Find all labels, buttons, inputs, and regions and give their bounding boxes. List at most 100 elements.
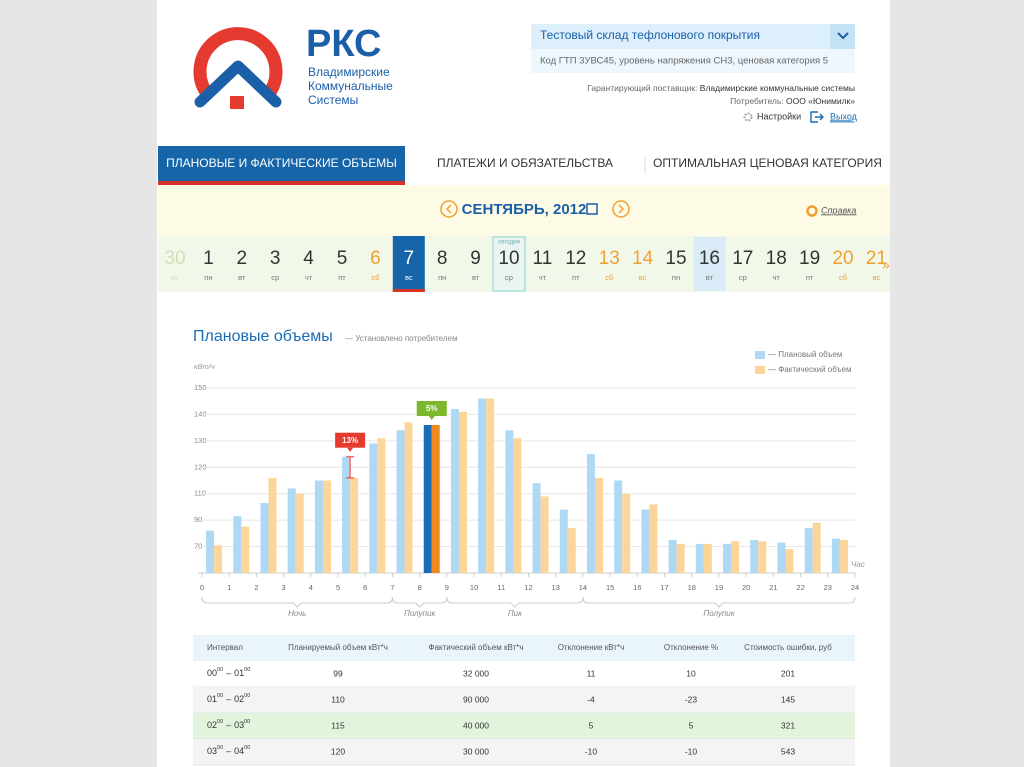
day-number[interactable]: 2 (237, 248, 248, 269)
column-header: Отклонение кВт*ч (558, 643, 625, 652)
tab-underline (158, 181, 405, 185)
interval-minutes: 00 (217, 693, 223, 699)
x-tick-label: 7 (390, 583, 394, 592)
bar (513, 438, 522, 573)
y-axis-label: кВт/ч (194, 362, 215, 371)
bar (369, 443, 378, 573)
x-tick-label: 22 (796, 583, 804, 592)
day-number[interactable]: 4 (303, 248, 314, 269)
bar (314, 480, 323, 573)
day-number[interactable]: 11 (533, 248, 553, 269)
period-bracket (201, 596, 393, 608)
day-selected-bar (392, 289, 425, 292)
day-weekday: вт (472, 273, 480, 282)
day-weekday: пт (806, 273, 814, 282)
day-number[interactable]: 12 (565, 248, 586, 269)
day-number[interactable]: 30 (164, 248, 185, 269)
annotation-label: 13% (342, 436, 358, 445)
table-cell: -23 (685, 694, 698, 704)
day-weekday: пт (572, 273, 580, 282)
y-tick-label: 70 (194, 542, 202, 551)
help-icon (806, 205, 818, 217)
day-today (492, 236, 526, 292)
supplier: Гарантирующий поставщик: Владимирские ко… (587, 83, 855, 93)
day-number[interactable]: 9 (470, 248, 481, 269)
x-tick-label: 4 (309, 583, 313, 592)
x-tick-label: 8 (418, 583, 422, 592)
period-label: Полупик (703, 609, 735, 618)
x-axis-label: Час (851, 560, 865, 569)
table-cell: 543 (781, 746, 795, 756)
settings-icon (743, 112, 753, 122)
y-tick-label: 110 (194, 489, 206, 498)
day-number[interactable]: 16 (699, 248, 720, 269)
day-weekday: вт (238, 273, 246, 282)
select-title[interactable]: Тестовый склад тефлонового покрытия (540, 28, 760, 42)
next-month[interactable] (612, 200, 630, 218)
tab-active (158, 146, 405, 182)
day-number[interactable]: 19 (799, 248, 820, 269)
day-number[interactable]: 21 (866, 248, 887, 269)
month-title: СЕНТЯБРЬ, 2012 (462, 201, 587, 218)
calendar-icon[interactable] (586, 203, 598, 215)
x-tick-label: 18 (688, 583, 696, 592)
tab-label[interactable]: ОПТИМАЛЬНАЯ ЦЕНОВАЯ КАТЕГОРИЯ (653, 156, 882, 170)
bar (322, 480, 331, 573)
prev-icon (445, 204, 452, 214)
select-box[interactable] (531, 24, 855, 49)
help-link[interactable]: Справка (821, 205, 856, 215)
table-cell: -10 (685, 746, 698, 756)
day-number[interactable]: 7 (404, 248, 415, 269)
bar (540, 496, 549, 573)
day-number[interactable]: 15 (665, 248, 686, 269)
day-number[interactable]: 6 (370, 248, 381, 269)
day-number[interactable]: 5 (337, 248, 348, 269)
legend-label: — Плановый объем (768, 350, 842, 359)
table-cell: 321 (781, 720, 795, 730)
bar (377, 438, 386, 573)
day-number[interactable]: 3 (270, 248, 281, 269)
day-weekday: ср (739, 273, 747, 282)
deviation-marker (346, 456, 355, 479)
x-tick-label: 6 (363, 583, 367, 592)
table-cell: 90 000 (463, 694, 489, 704)
bar (804, 528, 813, 573)
day-number[interactable]: 13 (599, 248, 620, 269)
day-number[interactable]: 10 (498, 248, 519, 269)
tab-label[interactable]: ПЛАТЕЖИ И ОБЯЗАТЕЛЬСТВА (437, 156, 613, 170)
bar (641, 509, 650, 573)
tab-label[interactable]: ПЛАНОВЫЕ И ФАКТИЧЕСКИЕ ОБЪЕМЫ (166, 156, 397, 170)
bar (649, 504, 658, 573)
bar (295, 493, 304, 573)
interval-hours: 02 (207, 720, 217, 730)
day-weekday: ср (505, 273, 513, 282)
day-number[interactable]: 18 (766, 248, 787, 269)
bar (731, 541, 740, 573)
day-number[interactable]: 17 (732, 248, 753, 269)
days: 30 вс 1 пн 2 вт 3 ср 4 чт 5 пт 6 сб 7 вс 8 пн 9 вт сегодня 10… (164, 236, 887, 292)
bar (586, 454, 595, 573)
prev-month[interactable] (440, 200, 458, 218)
day-number[interactable]: 14 (632, 248, 654, 269)
bar (478, 398, 487, 573)
logout-link[interactable]: Выход (830, 111, 858, 121)
table-cell: 10 (686, 668, 696, 678)
interval-hours: 00 (207, 668, 217, 678)
bar (777, 542, 786, 573)
logo-title: РКС (306, 23, 381, 65)
bar (423, 425, 432, 573)
day-number[interactable]: 20 (832, 248, 853, 269)
x-tick-label: 15 (606, 583, 614, 592)
day-number[interactable]: 8 (437, 248, 448, 269)
bar (614, 480, 623, 573)
settings-link[interactable]: Настройки (757, 111, 801, 121)
bar (750, 539, 759, 573)
interval-hours: 03 (234, 720, 244, 730)
consumer-label: Потребитель: (730, 96, 784, 106)
day-number[interactable]: 1 (203, 248, 214, 269)
next-days[interactable]: » (882, 257, 890, 273)
interval-hours: 03 (207, 746, 217, 756)
interval: 0000–0100 (207, 667, 250, 678)
logo (193, 27, 283, 109)
table-cell: 145 (781, 694, 795, 704)
